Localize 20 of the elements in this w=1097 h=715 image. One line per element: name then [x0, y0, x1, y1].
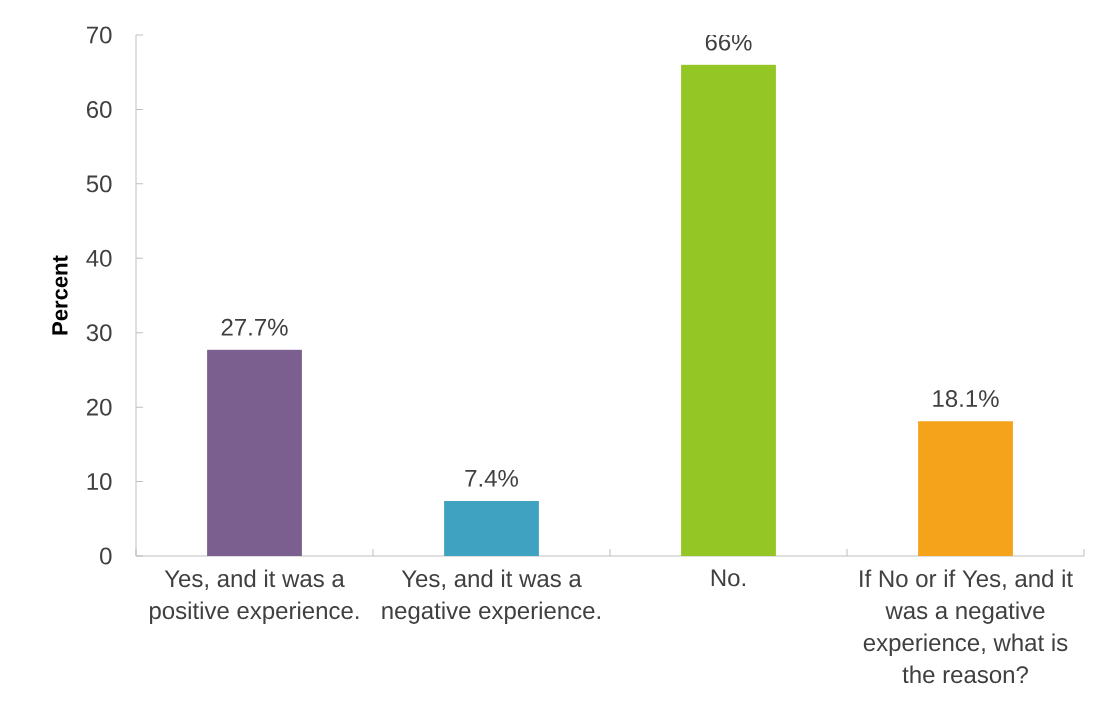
y-tick-label: 20: [86, 398, 112, 416]
y-tick-label: 30: [86, 324, 112, 342]
bar: [681, 64, 776, 556]
bar: [918, 421, 1013, 556]
y-tick-label: 10: [87, 473, 112, 491]
data-label: 27.7%: [221, 318, 288, 336]
bar: [207, 349, 302, 556]
data-label: 7.4%: [465, 469, 518, 487]
y-tick-label: 50: [86, 175, 112, 193]
bar: [444, 500, 539, 556]
x-tick-label: If No or if Yes, and it was a negative experience, what is the reason?: [860, 569, 1073, 684]
y-tick-label: 40: [86, 249, 112, 267]
x-tick-label: No.: [711, 569, 745, 587]
y-tick-label: 0: [100, 547, 112, 565]
y-tick-label: 60: [87, 100, 112, 118]
data-label: 18.1%: [933, 390, 999, 408]
y-tick-label: 70: [87, 26, 112, 44]
y-axis-title: Percent: [52, 255, 68, 335]
x-tick-label: Yes, and it was a positive experience.: [149, 569, 359, 624]
x-tick-label: Yes, and it was a negative experience.: [382, 569, 600, 624]
